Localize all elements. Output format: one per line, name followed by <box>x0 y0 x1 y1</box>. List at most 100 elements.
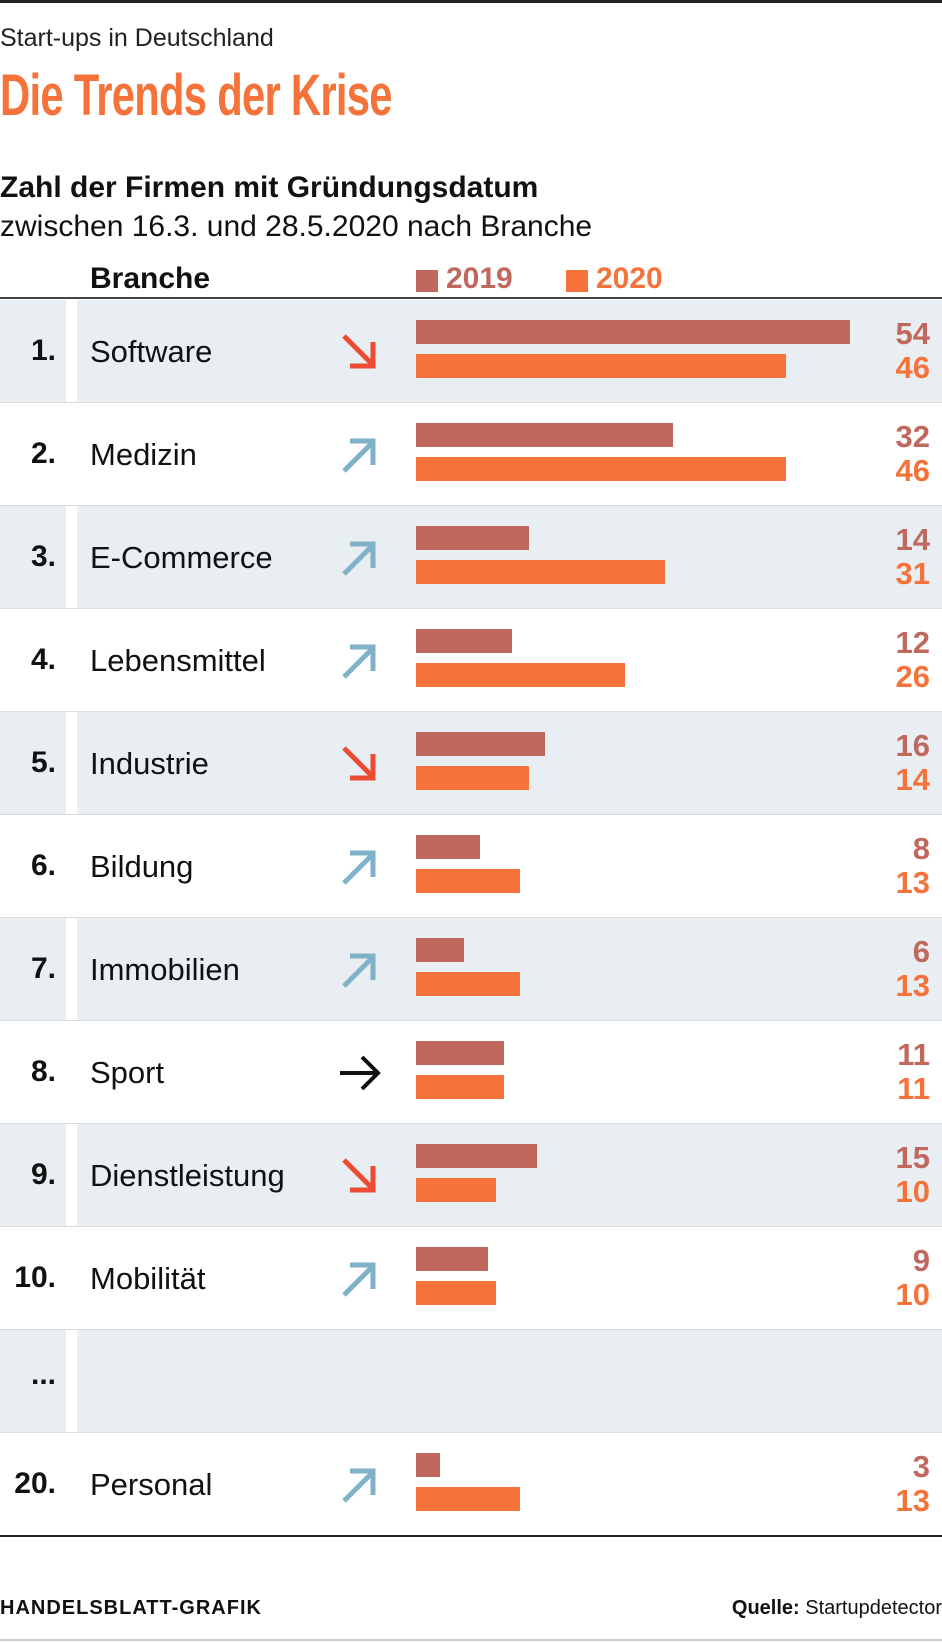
bar-2020 <box>416 1075 505 1099</box>
bar-2019 <box>416 526 529 550</box>
rank-cell-bg <box>0 712 66 814</box>
bar-2019 <box>416 1144 537 1168</box>
bar-2020 <box>416 663 625 687</box>
bottom-rule <box>0 1535 942 1537</box>
rank: 20. <box>14 1467 56 1500</box>
footer-rule <box>0 1639 942 1641</box>
branch-name: Software <box>90 334 213 369</box>
rank: 7. <box>30 952 56 985</box>
table-row: 8. Sport 11 11 <box>0 1021 942 1124</box>
bar-2020 <box>416 1281 497 1305</box>
branch-name: Dienstleistung <box>90 1158 285 1193</box>
rank: 1. <box>30 334 56 367</box>
branch-name: E-Commerce <box>90 540 273 575</box>
rank: 8. <box>30 1055 56 1088</box>
row-bg <box>77 815 942 917</box>
kicker: Start-ups in Deutschland <box>0 24 274 52</box>
table-row: 7. Immobilien 6 13 <box>0 918 942 1021</box>
chart-subtitle-2: zwischen 16.3. und 28.5.2020 nach Branch… <box>0 210 593 243</box>
value-2020: 31 <box>895 556 930 591</box>
bar-2019 <box>416 938 465 962</box>
value-2019: 9 <box>912 1243 930 1278</box>
value-2019: 6 <box>912 934 930 969</box>
table-row: ... <box>0 1330 942 1433</box>
bar-2020 <box>416 1487 521 1511</box>
branch-name: Bildung <box>90 849 194 884</box>
rank-cell-bg <box>0 1124 66 1226</box>
trend-flat-arrow-icon <box>336 1051 381 1095</box>
rank-cell-bg <box>0 918 66 1020</box>
branch-name: Immobilien <box>90 952 240 987</box>
chart-title: Die Trends der Krise <box>0 63 392 128</box>
bar-2019 <box>416 320 850 344</box>
row-bg <box>77 1124 942 1226</box>
branch-name: Medizin <box>90 437 197 472</box>
value-2019: 3 <box>912 1449 930 1484</box>
branch-name: Mobilität <box>90 1261 206 1296</box>
row-bg <box>77 1021 942 1123</box>
rank: ... <box>30 1358 56 1391</box>
value-2020: 11 <box>897 1071 930 1106</box>
rank-cell-bg <box>0 1330 66 1432</box>
source-name: Startupdetector <box>805 1597 942 1619</box>
branch-name: Personal <box>90 1467 213 1502</box>
trend-down-arrow-icon <box>336 330 380 374</box>
value-2019: 32 <box>895 419 930 454</box>
branch-name: Lebensmittel <box>90 643 266 678</box>
rank: 5. <box>30 746 56 779</box>
source-credit: Quelle: Startupdetector <box>732 1597 942 1620</box>
bar-table: 1. Software 54 46 2. Medizin 32 46 3. E-Commerce 1… <box>0 300 942 1536</box>
legend-label-2020: 2020 <box>596 262 663 295</box>
trend-up-arrow-icon <box>336 433 380 477</box>
row-bg <box>77 1227 942 1329</box>
table-row: 10. Mobilität 9 10 <box>0 1227 942 1330</box>
chart-subtitle: Zahl der Firmen mit Gründungsdatum <box>0 171 539 204</box>
bar-2020 <box>416 972 521 996</box>
rank: 3. <box>30 540 56 573</box>
row-bg <box>77 506 942 608</box>
trend-down-arrow-icon <box>336 742 380 786</box>
value-2020: 10 <box>895 1277 930 1312</box>
top-rule <box>0 0 942 3</box>
row-bg <box>77 300 942 402</box>
value-2020: 26 <box>895 659 930 694</box>
value-2019: 8 <box>912 831 930 866</box>
table-row: 6. Bildung 8 13 <box>0 815 942 918</box>
value-2020: 13 <box>895 1483 930 1518</box>
trend-up-arrow-icon <box>336 536 380 580</box>
trend-up-arrow-icon <box>336 845 380 889</box>
source-label: Quelle: <box>731 1597 800 1619</box>
bar-2019 <box>416 835 481 859</box>
trend-up-arrow-icon <box>336 639 380 683</box>
trend-up-arrow-icon <box>336 1463 380 1507</box>
value-2019: 12 <box>895 625 930 660</box>
rank: 9. <box>30 1158 56 1191</box>
branch-name: Sport <box>90 1055 165 1090</box>
legend-2019: 2019 <box>416 262 513 296</box>
bar-2020 <box>416 560 666 584</box>
legend-2020: 2020 <box>566 262 663 296</box>
trend-up-arrow-icon <box>336 948 380 992</box>
row-bg <box>77 1330 942 1432</box>
value-2019: 15 <box>895 1140 930 1175</box>
value-2019: 16 <box>895 728 930 763</box>
value-2019: 14 <box>895 522 930 557</box>
table-row: 3. E-Commerce 14 31 <box>0 506 942 609</box>
value-2020: 14 <box>895 762 930 797</box>
value-2020: 46 <box>895 453 930 488</box>
table-row: 20. Personal 3 13 <box>0 1433 942 1536</box>
bar-2019 <box>416 1247 489 1271</box>
rank: 2. <box>30 437 56 470</box>
bar-2020 <box>416 766 529 790</box>
bar-2019 <box>416 629 513 653</box>
rank-cell-bg <box>0 300 66 402</box>
bar-2020 <box>416 354 786 378</box>
table-row: 9. Dienstleistung 15 10 <box>0 1124 942 1227</box>
legend-swatch-2019 <box>416 270 438 292</box>
table-row: 2. Medizin 32 46 <box>0 403 942 506</box>
row-bg <box>77 712 942 814</box>
bar-2020 <box>416 869 521 893</box>
branch-name: Industrie <box>90 746 209 781</box>
value-2020: 46 <box>895 350 930 385</box>
legend-swatch-2020 <box>566 270 588 292</box>
